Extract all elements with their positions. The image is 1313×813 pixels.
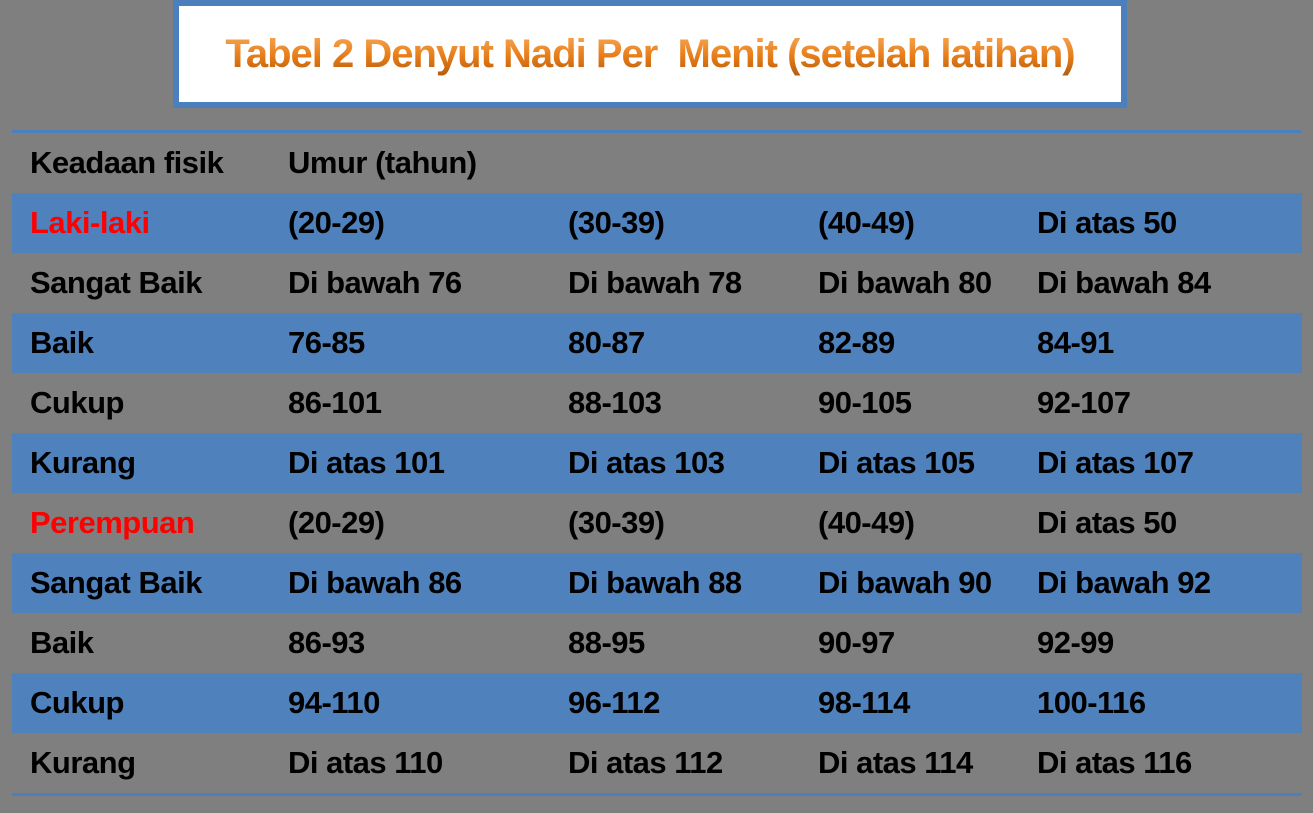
row-label: Sangat Baik [30,265,202,300]
row-value: Di bawah 88 [568,565,742,600]
row-value: Di bawah 86 [288,565,462,600]
row-value: Di atas 112 [568,745,723,780]
table-row: Cukup 86-101 88-103 90-105 92-107 [12,373,1302,433]
table-row: Sangat Baik Di bawah 76 Di bawah 78 Di bawa… [12,253,1302,313]
row-value: 88-95 [568,625,645,660]
row-value: Di atas 114 [818,745,973,780]
table-row: Sangat Baik Di bawah 86 Di bawah 88 Di bawa… [12,553,1302,613]
row-value: (20-29) [288,505,385,540]
row-value: 86-93 [288,625,365,660]
row-value: Di bawah 92 [1037,565,1211,600]
row-value: 96-112 [568,685,660,720]
row-value: Di atas 50 [1037,505,1177,540]
table-row: Cukup 94-110 96-112 98-114 100-116 [12,673,1302,733]
row-value: 94-110 [288,685,380,720]
row-value: Di atas 116 [1037,745,1192,780]
row-value: (20-29) [288,205,385,240]
row-value: (30-39) [568,505,665,540]
row-label: Perempuan [30,505,195,540]
row-value: Di atas 50 [1037,205,1177,240]
row-label: Cukup [30,385,124,420]
column-header-keadaan-fisik: Keadaan fisik [30,145,224,180]
title-box: Tabel 2 Denyut Nadi Per Menit (setelah l… [173,0,1127,108]
row-value: Di atas 107 [1037,445,1194,480]
table-row: Kurang Di atas 101 Di atas 103 Di atas 105 D… [12,433,1302,493]
row-value: Di bawah 90 [818,565,992,600]
row-label: Baik [30,625,94,660]
row-label: Cukup [30,685,124,720]
row-value: Di atas 110 [288,745,443,780]
row-value: Di bawah 76 [288,265,462,300]
row-value: (30-39) [568,205,665,240]
row-value: 90-105 [818,385,912,420]
row-value: 76-85 [288,325,365,360]
row-value: Di bawah 78 [568,265,742,300]
row-value: 100-116 [1037,685,1146,720]
row-value: Di atas 105 [818,445,975,480]
table-bottom-rule [12,793,1302,796]
row-value: 92-99 [1037,625,1114,660]
table-row: Baik 86-93 88-95 90-97 92-99 [12,613,1302,673]
row-label: Kurang [30,745,136,780]
table-body: Laki-laki (20-29) (30-39) (40-49) Di atas 50… [12,193,1302,793]
table-row: Kurang Di atas 110 Di atas 112 Di atas 114 D… [12,733,1302,793]
row-value: Di bawah 80 [818,265,992,300]
row-value: 80-87 [568,325,645,360]
row-value: 88-103 [568,385,662,420]
table-row: Perempuan (20-29) (30-39) (40-49) Di atas 50 [12,493,1302,553]
row-value: Di atas 103 [568,445,725,480]
row-label: Kurang [30,445,136,480]
pulse-rate-table: Keadaan fisik Umur (tahun) Laki-laki (20-… [12,130,1302,796]
table-row: Baik 76-85 80-87 82-89 84-91 [12,313,1302,373]
column-header-umur-tahun: Umur (tahun) [288,145,477,180]
row-value: 84-91 [1037,325,1114,360]
row-value: Di atas 101 [288,445,445,480]
table-row: Laki-laki (20-29) (30-39) (40-49) Di atas 50 [12,193,1302,253]
row-value: 82-89 [818,325,895,360]
row-label: Sangat Baik [30,565,202,600]
row-value: 90-97 [818,625,895,660]
row-value: (40-49) [818,205,915,240]
table-header-row: Keadaan fisik Umur (tahun) [12,133,1302,193]
row-value: Di bawah 84 [1037,265,1211,300]
row-label: Laki-laki [30,205,150,240]
row-value: 86-101 [288,385,382,420]
table-top-rule [12,130,1302,133]
row-value: 92-107 [1037,385,1131,420]
row-label: Baik [30,325,94,360]
row-value: (40-49) [818,505,915,540]
row-value: 98-114 [818,685,910,720]
page-title: Tabel 2 Denyut Nadi Per Menit (setelah l… [225,31,1075,76]
